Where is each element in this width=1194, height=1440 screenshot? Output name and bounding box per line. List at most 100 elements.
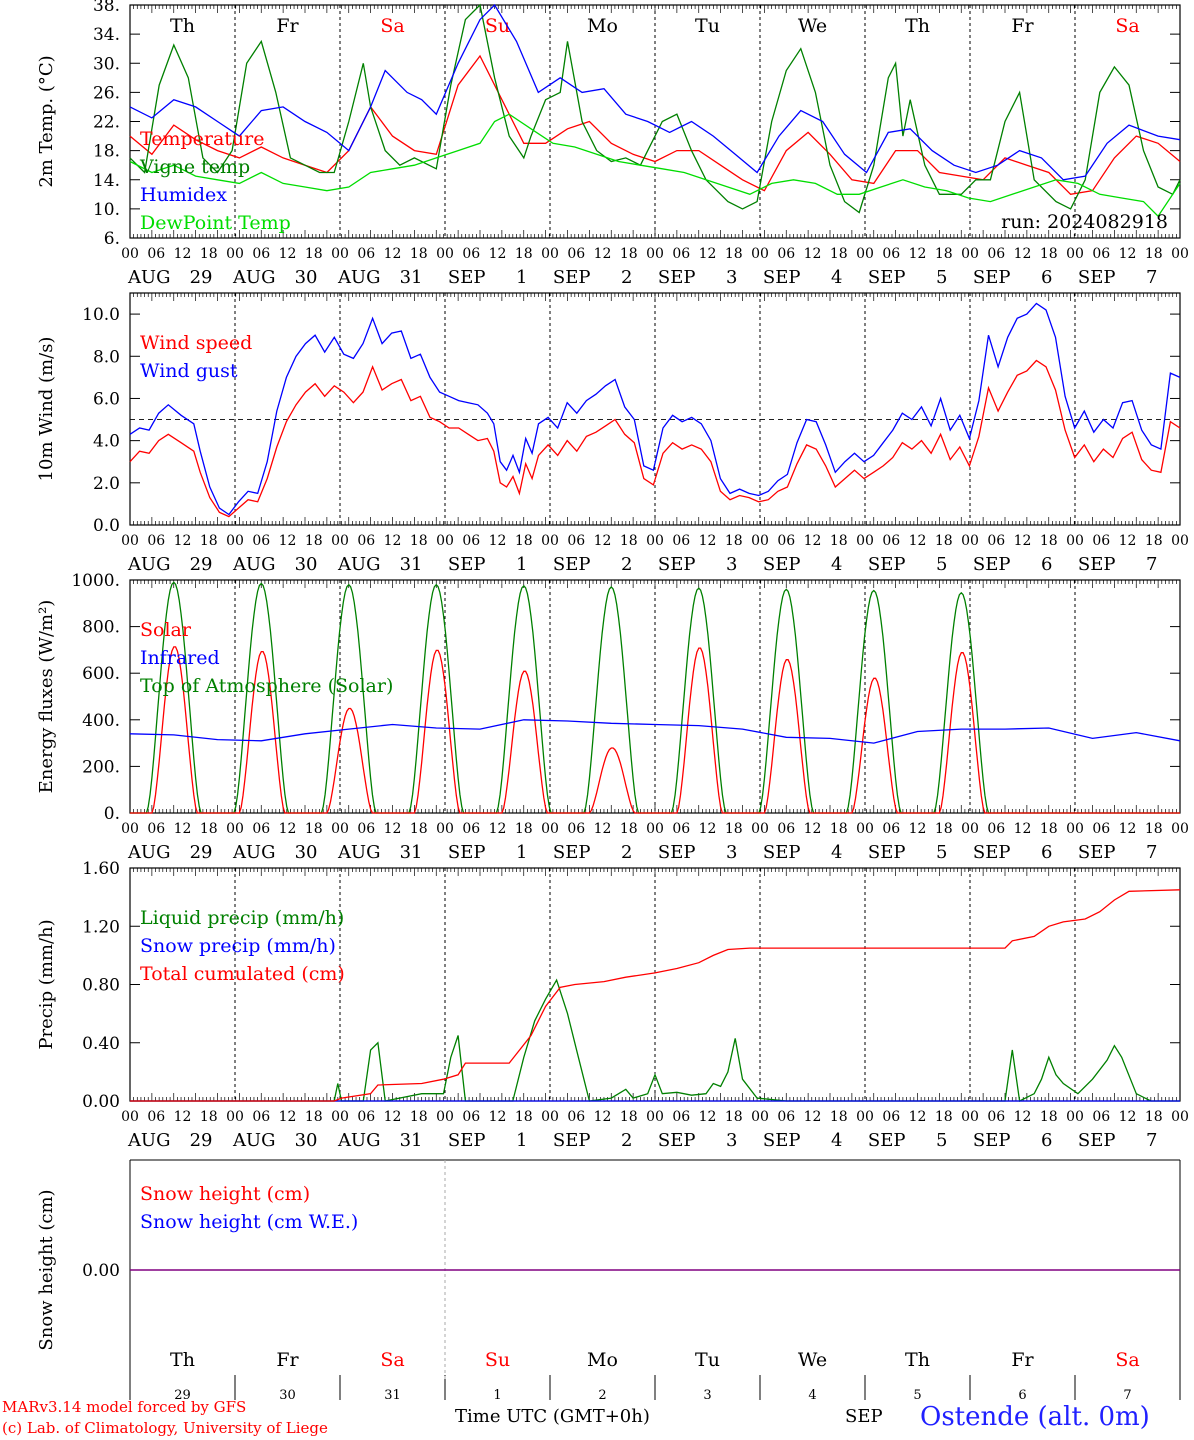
date-day-label: 29: [190, 267, 213, 288]
weekday-label: Sa: [380, 15, 404, 37]
hour-tick-label: 00: [541, 821, 559, 837]
date-day-label: 7: [1146, 842, 1157, 863]
hour-tick-label: 12: [279, 533, 297, 549]
weekday-label: Th: [170, 15, 195, 37]
date-month-label: SEP: [973, 554, 1011, 575]
weekday-label: Fr: [1011, 15, 1034, 37]
date-day-label: 1: [516, 267, 527, 288]
hour-tick-label: 06: [462, 821, 480, 837]
hour-tick-label: 18: [935, 533, 953, 549]
hour-tick-label: 00: [751, 246, 769, 262]
y-tick-label: 0.0: [93, 516, 120, 536]
date-month-label: AUG: [232, 1130, 276, 1151]
hour-tick-label: 00: [961, 533, 979, 549]
date-day-label: 5: [936, 267, 947, 288]
legend-0-0: Temperature: [140, 128, 264, 150]
date-month-label: AUG: [127, 267, 171, 288]
hour-tick-label: 18: [515, 1109, 533, 1125]
weekday-label: We: [798, 15, 827, 37]
date-month-label: AUG: [337, 1130, 381, 1151]
date-month-label: SEP: [763, 554, 801, 575]
hour-tick-label: 18: [830, 821, 848, 837]
date-month-label: SEP: [448, 1130, 486, 1151]
hour-tick-label: 06: [357, 1109, 375, 1125]
date-month-label: AUG: [337, 554, 381, 575]
y-tick-label: 2.0: [93, 474, 120, 494]
hour-tick-label: 12: [174, 246, 192, 262]
hour-tick-label: 06: [462, 1109, 480, 1125]
hour-tick-label: 18: [1040, 533, 1058, 549]
hour-tick-label: 06: [672, 533, 690, 549]
date-month-label: SEP: [1078, 1130, 1116, 1151]
weekday-label: Tu: [695, 15, 720, 37]
hour-tick-label: 18: [410, 1109, 428, 1125]
day-number-label: 6: [1018, 1388, 1026, 1403]
hour-tick-label: 12: [489, 246, 507, 262]
date-day-label: 2: [621, 267, 632, 288]
date-month-label: SEP: [868, 267, 906, 288]
hour-tick-label: 06: [882, 246, 900, 262]
hour-tick-label: 00: [436, 246, 454, 262]
series-humidex: [129, 3, 1181, 181]
run-label: run: 2024082918: [1001, 211, 1168, 233]
y-tick-label: 0.40: [82, 1034, 120, 1054]
hour-tick-label: 06: [252, 821, 270, 837]
date-month-label: SEP: [763, 267, 801, 288]
y-tick-label: 400.: [82, 711, 120, 731]
date-month-label: SEP: [868, 1130, 906, 1151]
hour-tick-label: 12: [384, 246, 402, 262]
date-day-label: 30: [295, 554, 318, 575]
weekday-label-bottom: Mo: [587, 1349, 618, 1371]
day-number-label: 5: [913, 1388, 921, 1403]
hour-tick-label: 00: [541, 246, 559, 262]
date-month-label: SEP: [553, 842, 591, 863]
hour-tick-label: 12: [489, 821, 507, 837]
y-tick-label: 10.: [93, 200, 120, 220]
day-number-label: 3: [703, 1388, 711, 1403]
legend-1-1: Wind gust: [140, 360, 238, 382]
hour-tick-label: 12: [909, 821, 927, 837]
date-month-label: SEP: [553, 267, 591, 288]
day-number-label: 29: [174, 1388, 191, 1403]
hour-tick-label: 00: [856, 246, 874, 262]
date-day-label: 31: [400, 842, 423, 863]
hour-tick-label: 12: [804, 821, 822, 837]
date-day-label: 4: [831, 554, 842, 575]
hour-tick-label: 00: [646, 533, 664, 549]
hour-tick-label: 12: [174, 533, 192, 549]
hour-tick-label: 06: [252, 533, 270, 549]
hour-tick-label: 12: [909, 246, 927, 262]
hour-tick-label: 12: [174, 821, 192, 837]
date-month-label: SEP: [1078, 554, 1116, 575]
date-day-label: 31: [400, 554, 423, 575]
model-credit: MARv3.14 model forced by GFS: [2, 1398, 247, 1416]
hour-tick-label: 12: [384, 533, 402, 549]
day-number-label: 31: [384, 1388, 401, 1403]
date-month-label: AUG: [127, 554, 171, 575]
y-axis-label-4: Snow height (cm): [36, 1189, 57, 1350]
hour-tick-label: 12: [279, 246, 297, 262]
y-tick-label: 10.0: [82, 305, 120, 325]
hour-tick-label: 18: [620, 1109, 638, 1125]
hour-tick-label: 00: [121, 533, 139, 549]
hour-tick-label: 12: [489, 1109, 507, 1125]
hour-tick-label: 00: [1066, 821, 1084, 837]
hour-tick-label: 06: [882, 1109, 900, 1125]
date-day-label: 1: [516, 842, 527, 863]
hour-tick-label: 00: [121, 1109, 139, 1125]
y-tick-label: 38.: [93, 0, 120, 16]
y-axis-label-2: Energy fluxes (W/m²): [36, 600, 57, 794]
hour-tick-label: 12: [699, 533, 717, 549]
legend-0-1: Vigne temp: [139, 156, 250, 178]
date-day-label: 30: [295, 1130, 318, 1151]
hour-tick-label: 12: [1119, 1109, 1137, 1125]
y-tick-label: 34.: [93, 25, 120, 45]
hour-tick-label: 00: [436, 821, 454, 837]
day-number-label: 4: [808, 1388, 816, 1403]
hour-tick-label: 12: [384, 1109, 402, 1125]
hour-tick-label: 00: [121, 821, 139, 837]
hour-tick-label: 12: [594, 533, 612, 549]
hour-tick-label: 18: [200, 533, 218, 549]
y-tick-label: 0.: [104, 804, 120, 824]
hour-tick-label: 12: [909, 1109, 927, 1125]
